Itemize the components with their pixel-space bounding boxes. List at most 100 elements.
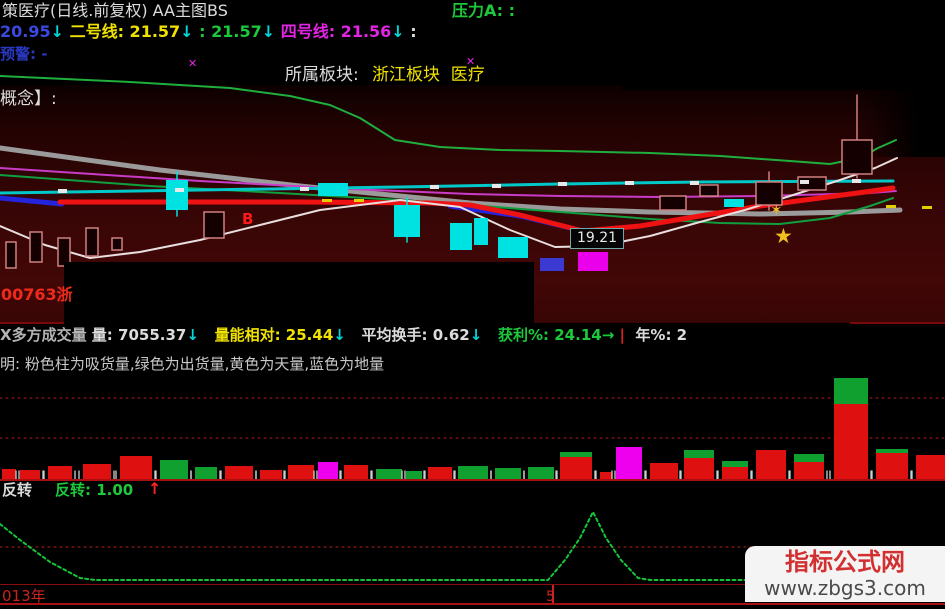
text-segment: 量: 7055.37 bbox=[91, 326, 187, 344]
reversal-arrow-icon: ↑ bbox=[148, 479, 162, 498]
white-dash bbox=[492, 184, 501, 188]
candle-cyan bbox=[394, 205, 420, 237]
white-dash bbox=[58, 189, 67, 193]
reversal-pane-label: 反转 bbox=[2, 481, 33, 499]
reversal-value: 反转: 1.00 bbox=[55, 481, 134, 499]
price-tag: 19.21 bbox=[570, 228, 625, 249]
volume-bar bbox=[376, 469, 402, 479]
volume-bar bbox=[650, 463, 678, 479]
yellow-dash bbox=[322, 199, 332, 202]
top-green-ma bbox=[0, 75, 897, 165]
white-dash bbox=[852, 179, 861, 183]
candle-magenta bbox=[578, 252, 608, 271]
volume-bar bbox=[756, 450, 786, 479]
white-dash bbox=[175, 188, 184, 192]
candle-outline bbox=[203, 211, 225, 239]
text-segment: 量能相对: 25.44 bbox=[198, 326, 334, 344]
text-segment: | bbox=[614, 326, 625, 344]
pressure-label: 压力A: : bbox=[452, 1, 516, 20]
text-segment: ↓ bbox=[180, 22, 194, 41]
text-segment: ↓ bbox=[50, 22, 65, 41]
yellow-dash bbox=[922, 206, 932, 209]
volume-bar bbox=[428, 467, 452, 479]
window-title: 策医疗(日线.前复权) AA主图BS bbox=[2, 1, 228, 20]
figure-marker-icon: ✶ bbox=[770, 201, 783, 219]
chart-black-overlay bbox=[64, 262, 534, 323]
text-segment: 获利%: 24.14 bbox=[482, 326, 602, 344]
volume-bar bbox=[20, 470, 40, 479]
volume-bar bbox=[120, 456, 152, 479]
volume-bar bbox=[288, 465, 314, 479]
candle-cyan bbox=[724, 199, 744, 207]
watermark-logo[interactable]: 指标公式网 www.zbgs3.com bbox=[745, 546, 945, 602]
volume-note: 明: 粉色柱为吸货量,绿色为出货量,黄色为天量,蓝色为地量 bbox=[0, 355, 385, 373]
white-dash bbox=[690, 181, 699, 185]
white-dash bbox=[300, 187, 309, 191]
candle-outline bbox=[699, 184, 719, 197]
axis-month-label: 5 bbox=[546, 589, 555, 605]
candle-cyan bbox=[450, 223, 472, 250]
x-marker-icon: ✕ bbox=[188, 57, 198, 70]
axis-top-line bbox=[0, 584, 945, 585]
volume-header-row: X多方成交量 量: 7055.37↓ 量能相对: 25.44↓ 平均换手: 0.… bbox=[0, 326, 688, 344]
alert-label: 预警: - bbox=[0, 45, 48, 63]
text-segment: ↓ bbox=[186, 326, 199, 344]
yellow-dash bbox=[886, 205, 896, 208]
candle-outline bbox=[841, 139, 873, 175]
volume-bar-cap bbox=[794, 454, 824, 462]
candle-outline bbox=[29, 231, 43, 263]
blue-thick-left bbox=[0, 195, 65, 207]
volume-bar bbox=[318, 462, 338, 479]
white-curve bbox=[0, 157, 898, 259]
reversal-line bbox=[0, 511, 945, 581]
candle-outline bbox=[755, 181, 783, 206]
volume-bar bbox=[260, 470, 282, 479]
volume-bar bbox=[195, 467, 217, 479]
candle-cyan bbox=[498, 237, 528, 258]
sector-value[interactable]: 浙江板块 医疗 bbox=[372, 65, 485, 85]
volume-bar bbox=[916, 455, 945, 479]
candle-outline bbox=[5, 241, 17, 269]
candle-blue bbox=[540, 258, 564, 271]
indicator-value-row: 20.95↓ 二号线: 21.57↓ : 21.57↓ 四号线: 21.56↓ … bbox=[0, 22, 417, 41]
axis-tick bbox=[552, 585, 554, 603]
volume-bar bbox=[876, 449, 908, 479]
text-segment: : bbox=[404, 22, 417, 41]
text-segment: 二号线: 21.57 bbox=[64, 22, 181, 41]
volume-bar bbox=[344, 465, 368, 479]
buy-signal-label: B bbox=[242, 210, 254, 228]
green-ma bbox=[0, 174, 894, 225]
candle-outline bbox=[111, 237, 123, 251]
yellow-dash bbox=[354, 199, 364, 202]
white-dash bbox=[430, 185, 439, 189]
text-segment: 平均换手: 0.62 bbox=[345, 326, 470, 344]
axis-bottom-line bbox=[0, 603, 945, 605]
white-dash bbox=[558, 182, 567, 186]
sector-label: 所属板块: bbox=[285, 65, 359, 85]
axis-year-label: 013年 bbox=[2, 587, 46, 605]
volume-bar-cap bbox=[560, 452, 592, 457]
text-segment: 年%: 2 bbox=[624, 326, 688, 344]
logo-url[interactable]: www.zbgs3.com bbox=[764, 576, 926, 600]
volume-bar-cap bbox=[684, 450, 714, 458]
chart-bottom-border-right bbox=[850, 322, 945, 324]
white-dash bbox=[800, 180, 809, 184]
star-marker-icon: ★ bbox=[774, 224, 793, 248]
text-segment: : 21.57 bbox=[193, 22, 262, 41]
volume-bar bbox=[528, 467, 554, 479]
text-segment: ↓ bbox=[261, 22, 276, 41]
volume-bar bbox=[495, 468, 521, 479]
text-segment: → bbox=[601, 326, 615, 344]
volume-bar-cap bbox=[722, 461, 748, 467]
volume-bar bbox=[458, 466, 488, 479]
text-segment: ↓ bbox=[333, 326, 346, 344]
candle-cyan bbox=[474, 218, 488, 245]
volume-bar bbox=[225, 466, 253, 479]
white-dash bbox=[625, 181, 634, 185]
volume-bar bbox=[160, 460, 188, 479]
sector-cutoff-patch bbox=[622, 58, 945, 90]
volume-bar bbox=[406, 471, 422, 479]
candle-cyan bbox=[166, 180, 188, 210]
